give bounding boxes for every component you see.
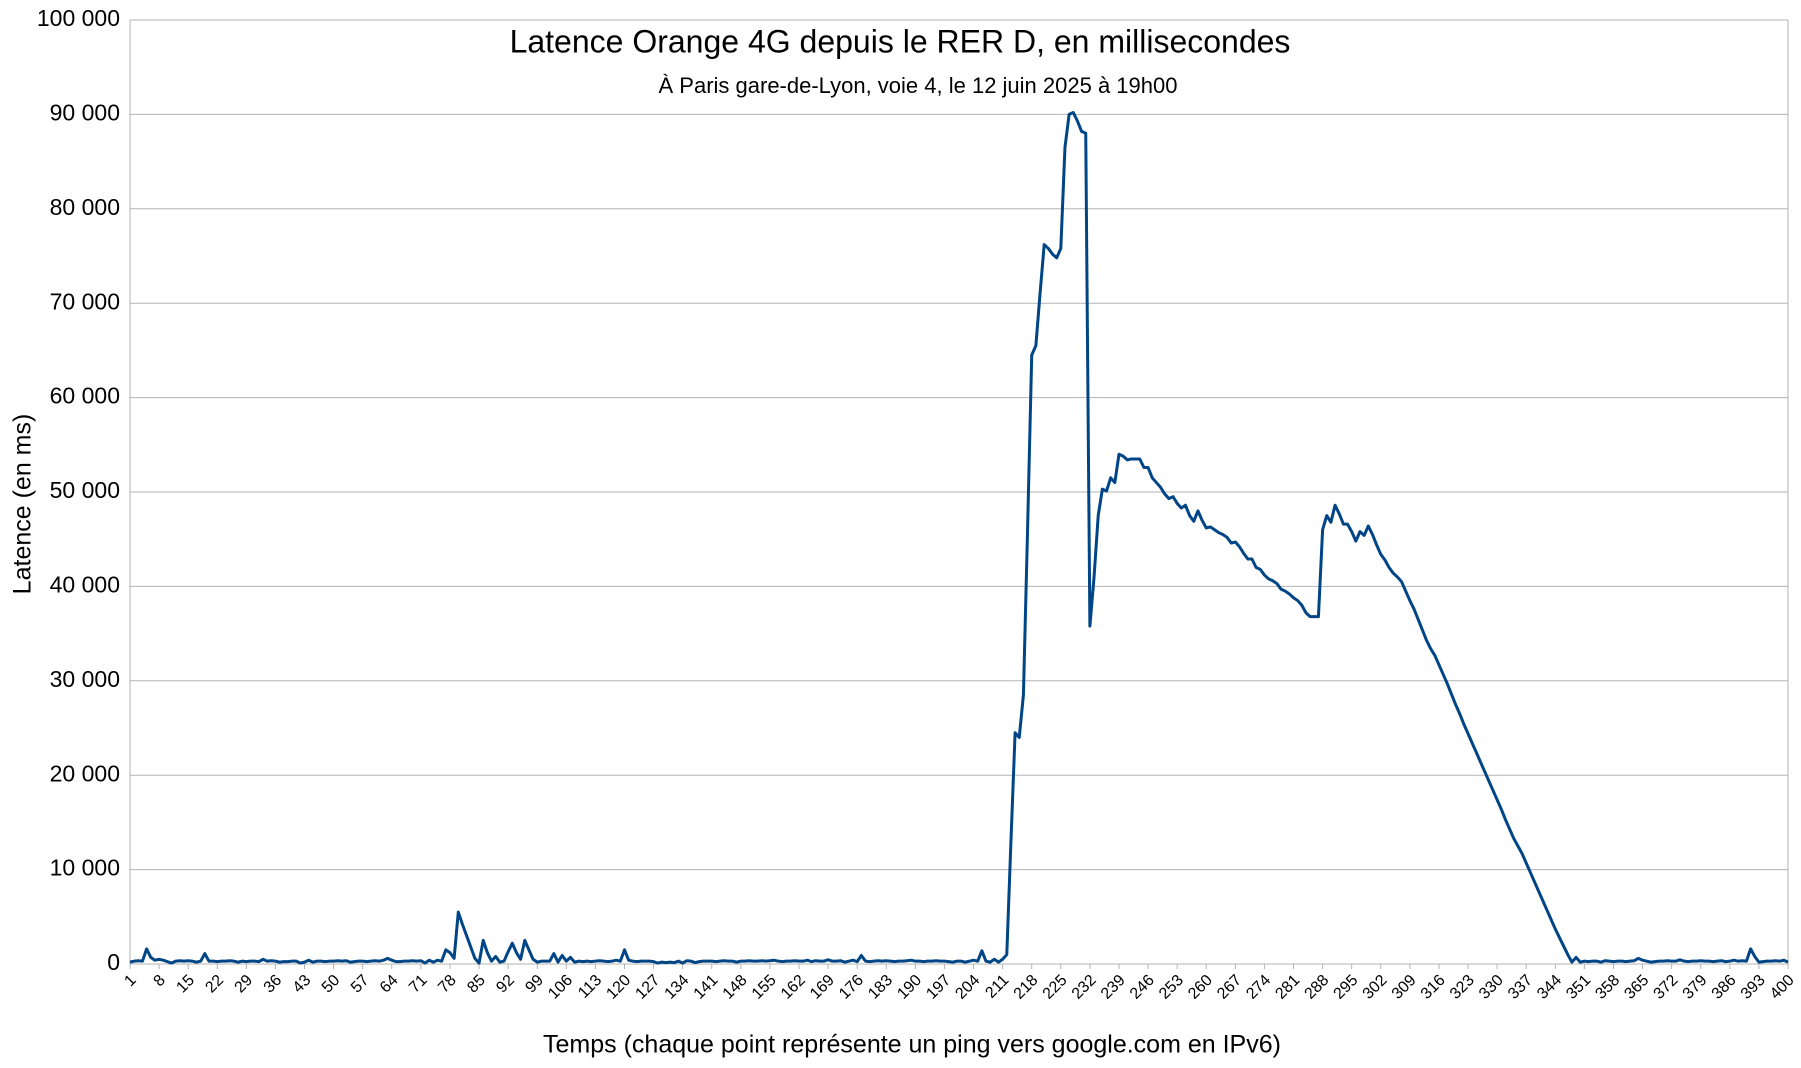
data-line <box>129 111 1789 965</box>
y-tick-label: 50 000 <box>50 477 120 503</box>
y-tick-label: 20 000 <box>50 760 120 786</box>
y-tick-label: 90 000 <box>50 99 120 125</box>
y-tick-label: 0 <box>107 949 120 975</box>
y-tick-label: 100 000 <box>37 5 120 31</box>
y-axis-label: Latence (en ms) <box>9 414 37 595</box>
chart-title: Latence Orange 4G depuis le RER D, en mi… <box>510 23 1291 59</box>
y-tick-label: 10 000 <box>50 855 120 881</box>
y-tick-label: 60 000 <box>50 383 120 409</box>
y-tick-label: 80 000 <box>50 194 120 220</box>
x-axis-label: Temps (chaque point représente un ping v… <box>543 1031 1281 1059</box>
chart-subtitle: À Paris gare-de-Lyon, voie 4, le 12 juin… <box>659 73 1178 98</box>
y-tick-label: 70 000 <box>50 288 120 314</box>
y-tick-label: 30 000 <box>50 666 120 692</box>
y-tick-label: 40 000 <box>50 571 120 597</box>
